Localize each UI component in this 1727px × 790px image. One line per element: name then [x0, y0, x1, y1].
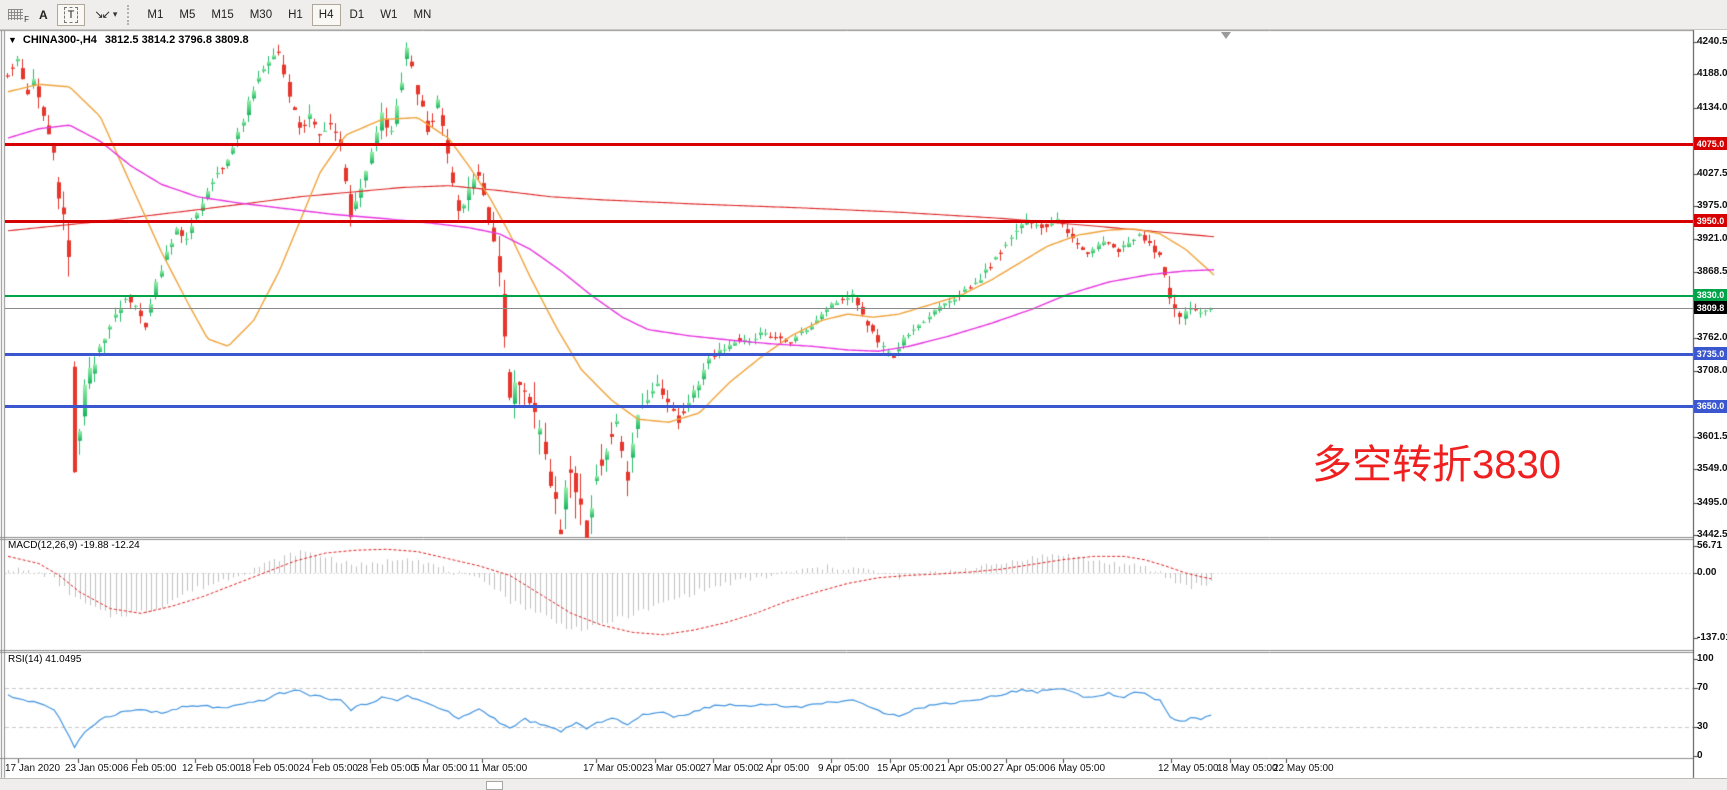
time-tick-label: 17 Jan 2020 [5, 763, 61, 774]
price-tick-label: 3549.0 [1697, 463, 1727, 475]
charts-grid-button[interactable]: F [1, 4, 30, 26]
time-tick-label: 11 Mar 05:00 [469, 763, 528, 774]
time-tick-label: 12 Feb 05:00 [182, 763, 241, 774]
ohlc-values: 3812.5 3814.2 3796.8 3809.8 [104, 34, 249, 46]
price-tick-label: 4027.5 [1697, 167, 1727, 179]
timeframe-m30-button[interactable]: M30 [243, 4, 279, 26]
level-price-badge: 3650.0 [1694, 399, 1727, 413]
arrows-objects-button[interactable]: ↘↙ ▾ [87, 4, 124, 26]
price-axis[interactable]: 4240.5 4188.0 4134.0 4027.5 3975.0 3921.0 3868… [1694, 30, 1727, 778]
current-price-badge: 3809.8 [1694, 301, 1727, 315]
text-label-icon: A [39, 7, 48, 22]
level-price-badge: 3950.0 [1694, 214, 1727, 228]
price-tick-label: 3975.0 [1697, 200, 1727, 212]
timeframe-d1-button[interactable]: D1 [343, 4, 372, 26]
scrollbar-thumb[interactable] [486, 781, 503, 790]
macd-tick-label: 56.71 [1697, 540, 1723, 552]
hline-4075[interactable] [5, 142, 1693, 146]
price-tick-label: 3495.0 [1697, 496, 1727, 508]
timeframe-h4-button[interactable]: H4 [311, 3, 341, 26]
text-box-button[interactable]: T [56, 3, 86, 26]
text-box-icon: T [63, 6, 79, 23]
chevron-down-icon: ▾ [112, 9, 118, 19]
time-tick-label: 21 Apr 05:00 [935, 763, 992, 774]
time-axis[interactable]: 17 Jan 2020 23 Jan 05:00 6 Feb 05:00 12 Feb… [0, 758, 1693, 778]
trend-annotation-text[interactable]: 多空转折3830 [1312, 443, 1561, 487]
level-price-badge: 3735.0 [1694, 347, 1727, 361]
time-tick-label: 18 Feb 05:00 [240, 763, 299, 774]
price-tick-label: 3868.5 [1697, 265, 1727, 277]
time-tick-label: 22 May 05:00 [1273, 763, 1334, 774]
rsi-tick-label: 100 [1697, 653, 1714, 664]
time-tick-label: 23 Jan 05:00 [65, 763, 123, 774]
time-tick-label: 18 May 05:00 [1217, 763, 1278, 774]
chart-plot-area[interactable]: ▼ CHINA300-,H4 3812.5 3814.2 3796.8 3809.8… [0, 30, 1693, 778]
macd-tick-label: -137.01 [1697, 632, 1727, 644]
timeframe-w1-button[interactable]: W1 [373, 4, 404, 26]
current-price-line [5, 308, 1693, 310]
price-tick-label: 3762.0 [1697, 331, 1727, 343]
symbol-dropdown-icon[interactable]: ▼ [8, 35, 17, 45]
price-tick-label: 3708.0 [1697, 364, 1727, 376]
time-tick-label: 27 Apr 05:00 [993, 763, 1050, 774]
price-tick-label: 3921.0 [1697, 233, 1727, 245]
rsi-tick-label: 70 [1697, 682, 1709, 694]
price-tick-label: 4240.5 [1697, 36, 1727, 47]
time-tick-label: 5 Mar 05:00 [414, 763, 468, 774]
symbol-title: ▼ CHINA300-,H4 3812.5 3814.2 3796.8 3809.8 [8, 34, 249, 46]
text-label-button[interactable]: A [32, 4, 55, 26]
timeframe-m1-button[interactable]: M1 [140, 4, 170, 26]
bottom-status-strip [0, 778, 1727, 790]
price-tick-label: 4134.0 [1697, 101, 1727, 113]
chart-shift-marker[interactable] [1221, 32, 1231, 39]
rsi-tick-label: 0 [1697, 750, 1703, 761]
timeframe-h1-button[interactable]: H1 [281, 4, 310, 26]
arrows-icon: ↘↙ [94, 9, 111, 21]
time-tick-label: 6 Feb 05:00 [123, 763, 177, 774]
time-tick-label: 2 Apr 05:00 [758, 763, 810, 774]
price-tick-label: 3601.5 [1697, 430, 1727, 442]
hline-3650[interactable] [5, 405, 1693, 409]
time-tick-label: 6 May 05:00 [1050, 763, 1106, 774]
price-tick-label: 3442.5 [1697, 529, 1727, 540]
time-tick-label: 28 Feb 05:00 [357, 763, 416, 774]
rsi-tick-label: 30 [1697, 720, 1709, 732]
toolbar-drag-handle[interactable] [127, 4, 135, 25]
symbol-name: CHINA300-,H4 [22, 34, 97, 46]
time-tick-label: 23 Mar 05:00 [642, 763, 701, 774]
time-tick-label: 24 Feb 05:00 [299, 763, 358, 774]
time-tick-label: 27 Mar 05:00 [700, 763, 759, 774]
macd-indicator-label: MACD(12,26,9) -19.88 -12.24 [8, 540, 140, 551]
time-tick-label: 15 Apr 05:00 [877, 763, 934, 774]
macd-tick-label: 0.00 [1697, 567, 1717, 578]
time-tick-label: 9 Apr 05:00 [818, 763, 870, 774]
timeframe-m5-button[interactable]: M5 [172, 4, 202, 26]
level-price-badge: 3830.0 [1694, 288, 1727, 302]
time-tick-label: 12 May 05:00 [1158, 763, 1219, 774]
rsi-indicator-label: RSI(14) 41.0495 [8, 654, 82, 665]
hline-3950[interactable] [5, 219, 1693, 223]
charts-grid-icon: F [8, 9, 29, 24]
hline-3735[interactable] [5, 352, 1693, 356]
timeframe-m15-button[interactable]: M15 [204, 4, 240, 26]
timeframe-mn-button[interactable]: MN [406, 4, 438, 26]
toolbar: F A T ↘↙ ▾ M1 M5 M15 M30 H1 H4 D1 W1 MN [0, 0, 1727, 30]
price-tick-label: 4188.0 [1697, 68, 1727, 80]
level-price-badge: 4075.0 [1694, 137, 1727, 151]
time-tick-label: 17 Mar 05:00 [583, 763, 642, 774]
hline-3830[interactable] [5, 294, 1693, 297]
